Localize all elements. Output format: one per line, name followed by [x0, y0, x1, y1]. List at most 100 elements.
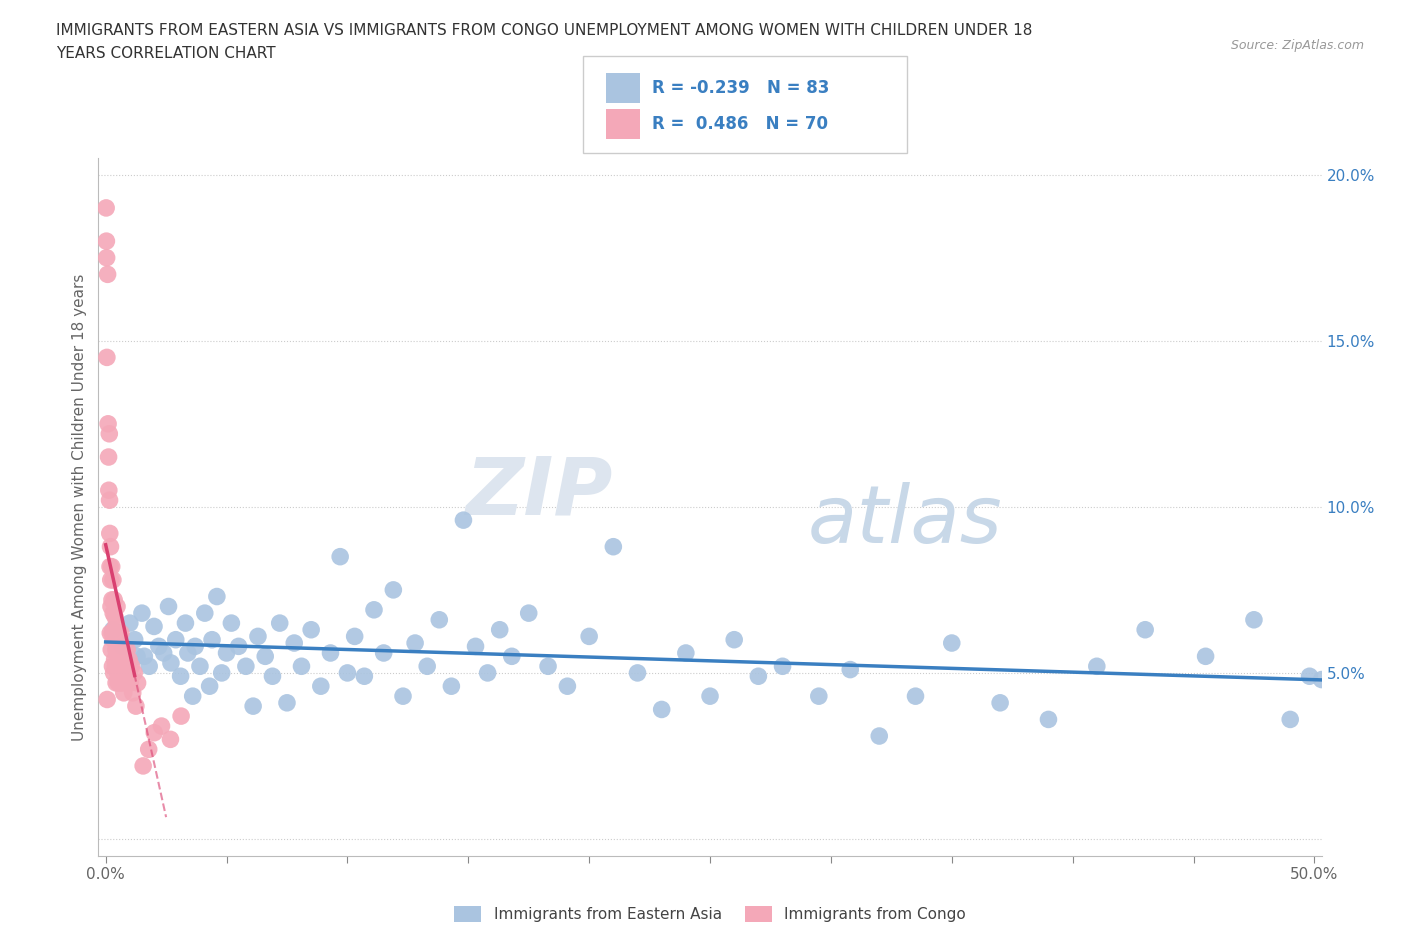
Point	[517, 605, 540, 620]
Point	[336, 666, 359, 681]
Point	[211, 666, 233, 681]
Point	[127, 649, 149, 664]
Point	[160, 656, 183, 671]
Point	[675, 645, 697, 660]
Point	[98, 526, 121, 541]
Point	[104, 609, 127, 624]
Point	[235, 658, 257, 673]
Text: R = -0.239   N = 83: R = -0.239 N = 83	[652, 79, 830, 98]
Text: Source: ZipAtlas.com: Source: ZipAtlas.com	[1230, 39, 1364, 52]
Point	[329, 550, 352, 565]
Point	[188, 658, 211, 673]
Point	[699, 689, 721, 704]
Point	[105, 626, 128, 641]
Point	[602, 539, 624, 554]
Point	[112, 652, 135, 667]
Point	[143, 725, 166, 740]
Point	[501, 649, 523, 664]
Point	[107, 666, 129, 681]
Point	[177, 645, 200, 660]
Point	[228, 639, 250, 654]
Point	[97, 449, 120, 464]
Point	[1194, 649, 1216, 664]
Point	[96, 250, 118, 265]
Point	[440, 679, 463, 694]
Point	[96, 350, 118, 365]
Point	[626, 666, 648, 681]
Point	[105, 675, 128, 690]
Point	[97, 417, 120, 432]
Point	[96, 201, 118, 216]
Point	[124, 632, 146, 647]
Point	[108, 643, 131, 658]
Point	[184, 639, 207, 654]
Point	[205, 589, 228, 604]
Point	[132, 759, 155, 774]
Point	[1133, 622, 1156, 637]
Point	[134, 649, 156, 664]
Point	[104, 658, 127, 673]
Point	[557, 679, 579, 694]
Point	[427, 612, 450, 627]
Point	[101, 573, 124, 588]
Point	[138, 742, 160, 757]
Point	[174, 616, 197, 631]
Point	[283, 635, 305, 650]
Point	[143, 619, 166, 634]
Point	[152, 645, 174, 660]
Point	[103, 632, 125, 647]
Point	[100, 559, 122, 574]
Point	[181, 689, 204, 704]
Point	[988, 696, 1011, 711]
Point	[100, 573, 122, 588]
Point	[111, 643, 134, 658]
Point	[242, 698, 264, 713]
Point	[246, 629, 269, 644]
Point	[1279, 712, 1302, 727]
Text: IMMIGRANTS FROM EASTERN ASIA VS IMMIGRANTS FROM CONGO UNEMPLOYMENT AMONG WOMEN W: IMMIGRANTS FROM EASTERN ASIA VS IMMIGRAN…	[56, 23, 1032, 38]
Point	[464, 639, 486, 654]
Point	[309, 679, 332, 694]
Point	[98, 559, 121, 574]
Point	[96, 692, 118, 707]
Text: ZIP: ZIP	[465, 454, 612, 532]
Point	[1085, 658, 1108, 673]
Point	[343, 629, 366, 644]
Point	[101, 626, 124, 641]
Point	[110, 626, 132, 641]
Point	[115, 675, 138, 690]
Point	[100, 599, 122, 614]
Point	[169, 669, 191, 684]
Point	[392, 689, 415, 704]
Point	[1310, 672, 1333, 687]
Point	[262, 669, 284, 684]
Point	[103, 666, 125, 681]
Point	[111, 639, 134, 654]
Point	[107, 675, 129, 690]
Point	[122, 666, 145, 681]
Point	[382, 582, 405, 597]
Point	[1038, 712, 1060, 727]
Legend: Immigrants from Eastern Asia, Immigrants from Congo: Immigrants from Eastern Asia, Immigrants…	[447, 900, 973, 928]
Point	[110, 658, 132, 673]
Point	[904, 689, 927, 704]
Point	[839, 662, 862, 677]
Text: YEARS CORRELATION CHART: YEARS CORRELATION CHART	[56, 46, 276, 61]
Text: R =  0.486   N = 70: R = 0.486 N = 70	[652, 114, 828, 133]
Point	[121, 658, 143, 673]
Point	[104, 619, 127, 634]
Y-axis label: Unemployment Among Women with Children Under 18 years: Unemployment Among Women with Children U…	[72, 273, 87, 740]
Point	[107, 643, 129, 658]
Text: atlas: atlas	[808, 482, 1002, 560]
Point	[103, 626, 125, 641]
Point	[121, 685, 143, 700]
Point	[150, 719, 173, 734]
Point	[1298, 669, 1320, 684]
Point	[165, 632, 187, 647]
Point	[97, 267, 120, 282]
Point	[807, 689, 830, 704]
Point	[148, 639, 170, 654]
Point	[100, 539, 122, 554]
Point	[651, 702, 673, 717]
Point	[125, 698, 148, 713]
